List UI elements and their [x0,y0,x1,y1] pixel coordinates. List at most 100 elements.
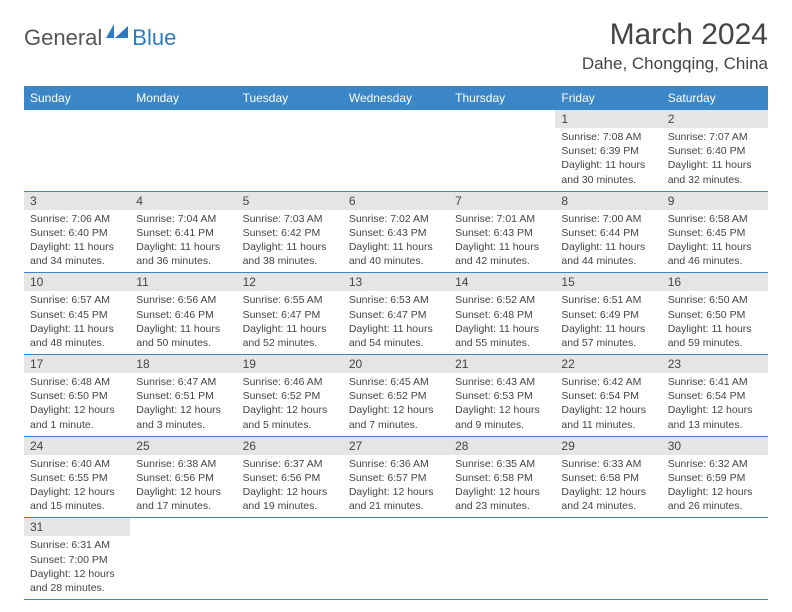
weekday-header: Sunday [24,86,130,110]
daylight-line2: and 23 minutes. [455,499,549,513]
sunrise: Sunrise: 6:40 AM [30,457,124,471]
day-number: 24 [24,437,130,455]
daylight-line2: and 36 minutes. [136,254,230,268]
sunrise: Sunrise: 6:58 AM [668,212,762,226]
sunset: Sunset: 6:55 PM [30,471,124,485]
sunrise: Sunrise: 6:42 AM [561,375,655,389]
day-body: Sunrise: 6:40 AMSunset: 6:55 PMDaylight:… [24,455,130,518]
sunrise: Sunrise: 6:33 AM [561,457,655,471]
daylight-line1: Daylight: 12 hours [30,403,124,417]
calendar-body: 1 Sunrise: 7:08 AMSunset: 6:39 PM Daylight… [24,110,768,600]
sunset: Sunset: 6:51 PM [136,389,230,403]
daylight-line1: Daylight: 11 hours [561,240,655,254]
weekday-header: Friday [555,86,661,110]
sunset: Sunset: 6:52 PM [243,389,337,403]
day-number: 6 [343,192,449,210]
calendar-cell [130,518,236,600]
daylight-line1: Daylight: 11 hours [136,322,230,336]
daylight-line1: Daylight: 11 hours [455,322,549,336]
title-block: March 2024 Dahe, Chongqing, China [582,18,768,74]
calendar-cell: 23Sunrise: 6:41 AMSunset: 6:54 PMDayligh… [662,355,768,437]
sunrise: Sunrise: 6:52 AM [455,293,549,307]
sunrise: Sunrise: 6:57 AM [30,293,124,307]
day-number: 25 [130,437,236,455]
calendar-cell: 14Sunrise: 6:52 AMSunset: 6:48 PMDayligh… [449,273,555,355]
daylight-line2: and 5 minutes. [243,418,337,432]
calendar-cell: 2Sunrise: 7:07 AMSunset: 6:40 PMDaylight… [662,110,768,191]
daylight-line2: and 9 minutes. [455,418,549,432]
sunset: Sunset: 6:39 PM [561,144,655,158]
day-number: 23 [662,355,768,373]
weekday-header: Thursday [449,86,555,110]
sunset: Sunset: 6:54 PM [668,389,762,403]
calendar-cell: 13Sunrise: 6:53 AMSunset: 6:47 PMDayligh… [343,273,449,355]
sunrise: Sunrise: 6:36 AM [349,457,443,471]
sunrise: Sunrise: 6:55 AM [243,293,337,307]
location: Dahe, Chongqing, China [582,54,768,74]
daylight-line2: and 28 minutes. [30,581,124,595]
header: General Blue March 2024 Dahe, Chongqing,… [24,18,768,74]
daylight-line2: and 30 minutes. [561,173,655,187]
sunrise: Sunrise: 7:07 AM [668,130,762,144]
sunrise: Sunrise: 6:38 AM [136,457,230,471]
sunrise: Sunrise: 7:02 AM [349,212,443,226]
weekday-header: Saturday [662,86,768,110]
day-body: Sunrise: 6:46 AMSunset: 6:52 PMDaylight:… [237,373,343,436]
calendar-cell: 7Sunrise: 7:01 AMSunset: 6:43 PMDaylight… [449,191,555,273]
calendar-row: 24Sunrise: 6:40 AMSunset: 6:55 PMDayligh… [24,436,768,518]
day-body: Sunrise: 6:33 AMSunset: 6:58 PMDaylight:… [555,455,661,518]
daylight-line1: Daylight: 12 hours [455,485,549,499]
day-body: Sunrise: 6:50 AMSunset: 6:50 PMDaylight:… [662,291,768,354]
daylight-line2: and 48 minutes. [30,336,124,350]
sunset: Sunset: 6:58 PM [561,471,655,485]
day-body: Sunrise: 7:04 AMSunset: 6:41 PMDaylight:… [130,210,236,273]
sunrise: Sunrise: 7:03 AM [243,212,337,226]
sunset: Sunset: 6:43 PM [349,226,443,240]
day-body: Sunrise: 6:51 AMSunset: 6:49 PMDaylight:… [555,291,661,354]
calendar-cell: 16Sunrise: 6:50 AMSunset: 6:50 PMDayligh… [662,273,768,355]
sunset: Sunset: 6:40 PM [668,144,762,158]
daylight-line2: and 17 minutes. [136,499,230,513]
daylight-line1: Daylight: 11 hours [349,322,443,336]
calendar-cell: 27Sunrise: 6:36 AMSunset: 6:57 PMDayligh… [343,436,449,518]
daylight-line1: Daylight: 11 hours [30,240,124,254]
sunset: Sunset: 6:56 PM [243,471,337,485]
calendar-cell [662,518,768,600]
day-number: 30 [662,437,768,455]
sunrise: Sunrise: 7:08 AM [561,130,655,144]
calendar-cell: 5Sunrise: 7:03 AMSunset: 6:42 PMDaylight… [237,191,343,273]
sunrise: Sunrise: 6:53 AM [349,293,443,307]
day-number: 13 [343,273,449,291]
calendar-cell: 18Sunrise: 6:47 AMSunset: 6:51 PMDayligh… [130,355,236,437]
sunrise: Sunrise: 6:41 AM [668,375,762,389]
daylight-line2: and 26 minutes. [668,499,762,513]
calendar-row: 10Sunrise: 6:57 AMSunset: 6:45 PMDayligh… [24,273,768,355]
calendar-cell: 21Sunrise: 6:43 AMSunset: 6:53 PMDayligh… [449,355,555,437]
sunrise: Sunrise: 6:45 AM [349,375,443,389]
daylight-line1: Daylight: 11 hours [455,240,549,254]
sunset: Sunset: 6:50 PM [30,389,124,403]
daylight-line1: Daylight: 12 hours [136,485,230,499]
sunset: Sunset: 6:48 PM [455,308,549,322]
calendar-cell: 31Sunrise: 6:31 AMSunset: 7:00 PMDayligh… [24,518,130,600]
sunrise: Sunrise: 6:43 AM [455,375,549,389]
day-body: Sunrise: 6:57 AMSunset: 6:45 PMDaylight:… [24,291,130,354]
sunset: Sunset: 7:00 PM [30,553,124,567]
daylight-line1: Daylight: 12 hours [349,485,443,499]
daylight-line1: Daylight: 11 hours [668,158,762,172]
sunrise: Sunrise: 6:37 AM [243,457,337,471]
daylight-line2: and 38 minutes. [243,254,337,268]
sunset: Sunset: 6:58 PM [455,471,549,485]
calendar-cell: 1Sunrise: 7:08 AMSunset: 6:39 PMDaylight… [555,110,661,191]
daylight-line2: and 3 minutes. [136,418,230,432]
daylight-line2: and 24 minutes. [561,499,655,513]
sunrise: Sunrise: 6:46 AM [243,375,337,389]
calendar-cell: 8Sunrise: 7:00 AMSunset: 6:44 PMDaylight… [555,191,661,273]
day-body: Sunrise: 6:43 AMSunset: 6:53 PMDaylight:… [449,373,555,436]
day-number: 1 [555,110,661,128]
sunrise: Sunrise: 6:50 AM [668,293,762,307]
sunrise: Sunrise: 6:35 AM [455,457,549,471]
day-number: 7 [449,192,555,210]
day-body: Sunrise: 7:02 AMSunset: 6:43 PMDaylight:… [343,210,449,273]
daylight-line1: Daylight: 12 hours [561,485,655,499]
